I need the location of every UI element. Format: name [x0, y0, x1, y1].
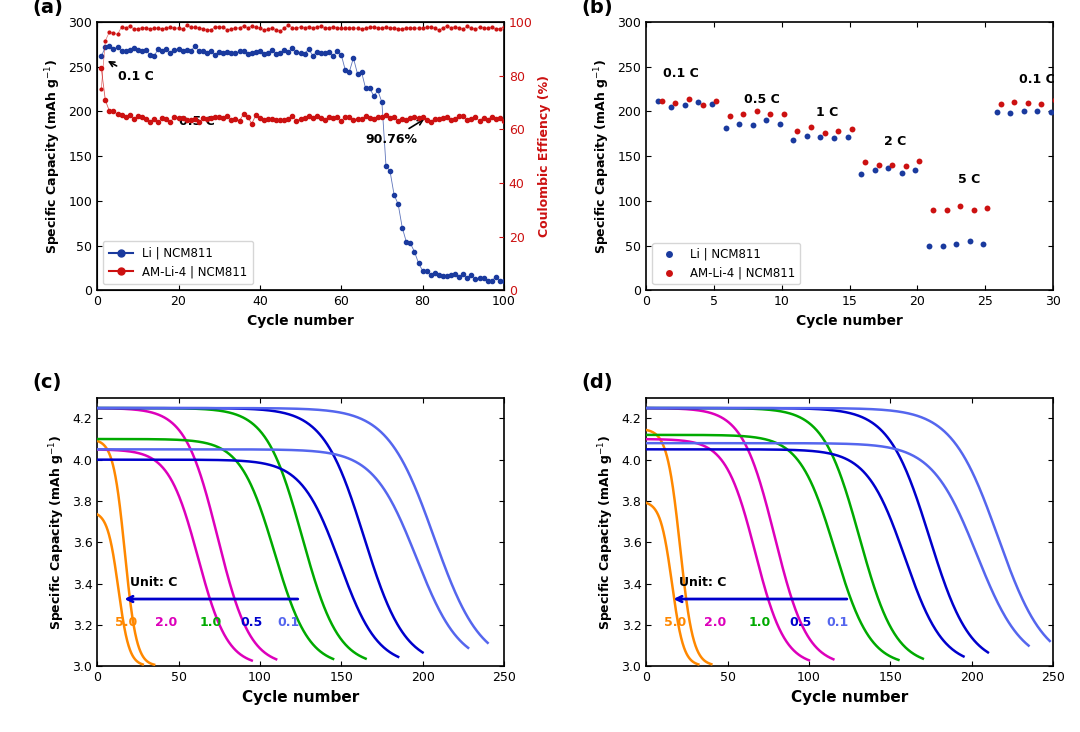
- Point: [866, 164, 883, 176]
- Point: [690, 96, 707, 108]
- Point: [1032, 98, 1050, 110]
- Point: [815, 127, 833, 138]
- Text: 0.1 C: 0.1 C: [1020, 72, 1055, 86]
- Text: 2 C: 2 C: [883, 135, 906, 149]
- Point: [937, 203, 955, 215]
- Point: [1001, 107, 1018, 119]
- Y-axis label: Specific Capacity (mAh g$^{-1}$): Specific Capacity (mAh g$^{-1}$): [43, 59, 63, 254]
- Text: 5 C: 5 C: [958, 173, 981, 186]
- Legend: Li | NCM811, AM-Li-4 | NCM811: Li | NCM811, AM-Li-4 | NCM811: [652, 243, 800, 285]
- Point: [748, 105, 766, 117]
- Point: [775, 108, 793, 120]
- Point: [883, 159, 901, 171]
- Y-axis label: Specific Capacity (mAh g$^{-1}$): Specific Capacity (mAh g$^{-1}$): [593, 59, 612, 254]
- Point: [856, 156, 874, 168]
- Text: 0.1 C: 0.1 C: [109, 61, 153, 83]
- Y-axis label: Coulombic Effiency (%): Coulombic Effiency (%): [538, 75, 551, 237]
- Y-axis label: Specific Capacity (mAh g$^{-1}$): Specific Capacity (mAh g$^{-1}$): [48, 434, 67, 630]
- Point: [758, 114, 775, 126]
- Point: [993, 97, 1010, 109]
- Point: [788, 125, 806, 137]
- Point: [1015, 105, 1032, 117]
- Text: (d): (d): [581, 373, 612, 392]
- Text: 90.76%: 90.76%: [366, 120, 422, 146]
- X-axis label: Cycle number: Cycle number: [242, 690, 360, 704]
- Text: 0.5 C: 0.5 C: [178, 115, 214, 128]
- Point: [910, 155, 928, 167]
- Point: [966, 203, 983, 215]
- Point: [666, 97, 684, 108]
- Legend: Li | NCM811, AM-Li-4 | NCM811: Li | NCM811, AM-Li-4 | NCM811: [103, 241, 253, 285]
- Point: [802, 121, 820, 132]
- Text: Unit: C: Unit: C: [130, 575, 177, 589]
- Point: [893, 167, 910, 179]
- Text: 1.0: 1.0: [750, 616, 771, 629]
- Point: [676, 99, 693, 111]
- X-axis label: Cycle number: Cycle number: [247, 314, 354, 328]
- Point: [1020, 97, 1037, 108]
- Point: [717, 122, 734, 134]
- Text: 5.0: 5.0: [663, 616, 686, 629]
- Point: [988, 106, 1005, 118]
- Point: [1005, 96, 1023, 108]
- Point: [1042, 106, 1059, 118]
- Text: Unit: C: Unit: C: [679, 575, 726, 589]
- Point: [812, 131, 829, 143]
- Point: [879, 162, 896, 173]
- Point: [1029, 105, 1047, 117]
- Text: 0.1: 0.1: [826, 616, 849, 629]
- Point: [843, 124, 861, 135]
- Point: [649, 95, 666, 107]
- Point: [761, 108, 779, 119]
- X-axis label: Cycle number: Cycle number: [796, 314, 903, 328]
- Point: [771, 119, 788, 130]
- Point: [653, 96, 671, 108]
- Point: [734, 108, 752, 120]
- Point: [663, 101, 680, 113]
- Text: (c): (c): [32, 373, 62, 392]
- Point: [707, 95, 725, 107]
- Point: [951, 200, 969, 212]
- Point: [924, 204, 942, 216]
- Point: [870, 159, 888, 171]
- Point: [934, 241, 951, 253]
- Text: 5.0: 5.0: [114, 616, 137, 629]
- X-axis label: Cycle number: Cycle number: [791, 690, 908, 704]
- Text: 0.5: 0.5: [789, 616, 812, 629]
- Point: [852, 168, 869, 179]
- Point: [829, 125, 847, 137]
- Point: [703, 98, 720, 110]
- Point: [907, 164, 924, 176]
- Point: [978, 202, 996, 214]
- Text: 0.1 C: 0.1 C: [662, 67, 699, 81]
- Text: 0.1: 0.1: [278, 616, 299, 629]
- Point: [974, 239, 991, 250]
- Text: 2.0: 2.0: [704, 616, 727, 629]
- Text: (a): (a): [32, 0, 63, 17]
- Text: 0.5 C: 0.5 C: [744, 94, 780, 106]
- Point: [920, 241, 937, 253]
- Point: [785, 134, 802, 146]
- Text: (b): (b): [581, 0, 612, 17]
- Text: 0.5: 0.5: [241, 616, 262, 629]
- Point: [680, 94, 698, 105]
- Text: 2.0: 2.0: [156, 616, 177, 629]
- Point: [1047, 94, 1064, 105]
- Point: [693, 99, 711, 111]
- Point: [897, 160, 915, 172]
- Point: [961, 236, 978, 247]
- Point: [825, 132, 842, 144]
- Y-axis label: Specific Capacity (mAh g$^{-1}$): Specific Capacity (mAh g$^{-1}$): [596, 434, 616, 630]
- Point: [839, 130, 856, 142]
- Point: [947, 239, 964, 250]
- Point: [744, 119, 761, 131]
- Point: [798, 130, 815, 142]
- Point: [721, 110, 739, 122]
- Text: 1.0: 1.0: [200, 616, 222, 629]
- Point: [730, 119, 747, 130]
- Text: 1 C: 1 C: [815, 106, 838, 119]
